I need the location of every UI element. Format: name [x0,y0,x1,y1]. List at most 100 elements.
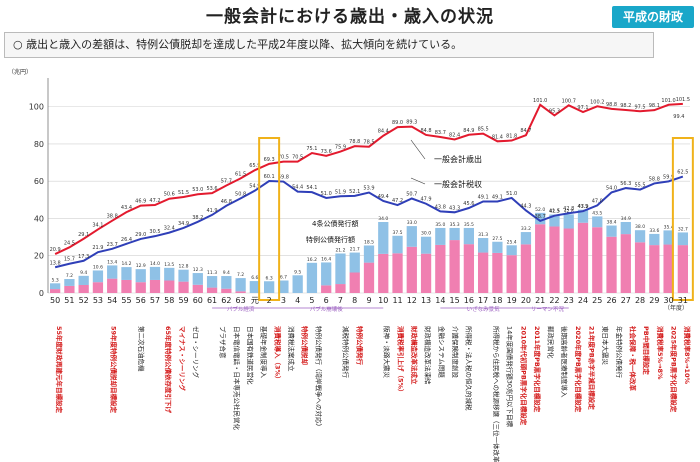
y-tick-label: 80 [34,140,44,149]
tax-line-value-label: 43.8 [435,204,446,210]
bar-total-label: 9.4 [80,270,87,276]
tax-line-value-label: 50.7 [406,192,417,198]
expenditure-line-value-label: 97.1 [577,105,588,111]
policy-annotation: 65年度特例公債依存度引下げ [164,326,173,414]
tokurei-bar [620,234,631,293]
bar-total-label: 37.5 [393,230,403,236]
tax-line-value-label: 46.8 [221,199,232,205]
x-axis-label: （年度） [664,304,688,312]
policy-annotation: 郵政民営化 [547,326,556,359]
policy-annotation: 減税特例公債発行 [342,326,351,379]
period-label: いざなみ景気 [467,305,501,313]
tax-series-label: 一般会計税収 [434,179,482,189]
policy-annotation: 14年度国債発行額30兆円以下目標 [506,326,515,428]
x-tick-label: 54 [107,296,117,305]
x-tick-label: 16 [464,296,474,305]
kensetsu-bar [192,273,203,285]
tax-line-value-label: 58.8 [649,176,660,182]
x-tick-label: 20 [521,296,531,305]
expenditure-line-value-label: 47.2 [149,198,160,204]
tax-line-value-label: 38.7 [535,214,546,220]
leader-line [410,139,426,160]
tokurei-bar [235,291,246,293]
x-tick-label: 5 [309,296,314,305]
policy-annotation: プラザ合意 [219,326,228,359]
tokurei-bar [677,245,689,293]
y-axis-label: （兆円） [8,68,32,76]
policy-annotation: 特例公債脱却 [301,326,310,366]
x-tick-label: 19 [507,296,517,305]
kensetsu-bar [649,233,660,246]
expenditure-line-value-label: 100.7 [562,98,576,104]
x-tick-label: 21 [535,296,545,305]
expenditure-line-value-label: 98.2 [620,103,631,109]
tax-line-value-label: 54.1 [306,185,317,191]
policy-annotation: 2011年度PB黒字化目標設定 [533,326,542,413]
tax-line-value-label: 55.5 [634,183,645,189]
kensetsu-bar [592,216,603,228]
tokurei-bar [92,282,104,293]
x-tick-label: 10 [378,296,388,305]
policy-annotation: 2010年代初頭PB黒字化目標設定 [519,326,528,426]
bar-total-label: 21.7 [350,247,360,253]
tax-line-value-label: 49.4 [378,194,389,200]
x-tick-label: 2 [267,296,272,305]
bar-total-label: 42.8 [564,208,574,214]
kensetsu-bar [292,275,303,293]
tokurei-bar [606,236,617,293]
x-tick-label: 25 [592,296,602,305]
tokurei-bar [406,246,417,293]
policy-annotation: 2020年度PB黒字化目標設定 [574,326,583,413]
tax-line-value-label: 29.0 [135,232,146,238]
kensetsu-bar [235,278,246,292]
bar-total-label: 33.0 [407,220,417,226]
tax-line-value-label: 34.9 [178,221,189,227]
tokurei-bar [506,255,517,293]
kensetsu-bar [78,275,89,285]
bar-total-label: 34.9 [621,216,631,222]
y-tick-label: 40 [34,214,44,223]
kensetsu-bar [178,269,189,282]
tokurei-bar [577,222,589,293]
x-tick-label: 60 [193,296,203,305]
tokurei-bar [520,244,532,293]
expenditure-line-value-label: 84.4 [378,129,389,135]
highlight-box [671,137,694,301]
x-tick-label: 24 [578,296,588,305]
bar-total-label: 6.3 [266,275,273,281]
x-tick-label: 15 [450,296,460,305]
kensetsu-bar [663,230,674,245]
bar-total-label: 35.5 [464,222,474,228]
tax-line-value-label: 59.8 [278,175,289,181]
x-tick-label: 61 [207,296,217,305]
policy-annotation: 所得税から住民税への税源移譲（三位一体改革） [492,326,501,462]
tokurei-bar [206,287,218,293]
x-tick-label: 18 [492,296,502,305]
bar-total-label: 14.2 [121,261,131,267]
expenditure-line-value-label: 81.8 [506,134,517,140]
x-tick-label: 4 [295,296,300,305]
tokurei-bar [378,253,389,293]
policy-annotation: 社会保障・税一体改革 [629,326,638,392]
kensetsu-bar [306,262,318,293]
y-tick-label: 60 [34,177,44,186]
bar-total-label: 35.4 [664,224,674,230]
policy-annotation: 2025年度PB黒字化目標設定 [670,326,679,413]
x-tick-label: 51 [64,296,74,305]
tax-line-value-label: 49.1 [478,194,489,200]
page-title: 一般会計における歳出・歳入の状況 [206,7,494,27]
y-tick-label: 100 [29,103,44,112]
tax-line-value-label: 38.2 [192,215,203,221]
tokurei-bar [221,288,232,293]
bar-total-label: 35.3 [450,222,460,228]
expenditure-line-value-label: 89.0 [392,120,403,126]
bar-total-label: 18.5 [364,239,374,245]
kensetsu-bar [121,267,132,280]
kensetsu-bar [620,221,631,235]
expenditure-line-value-label: 95.3 [549,108,560,114]
kensetsu-bar [606,225,617,237]
x-tick-label: 22 [549,296,559,305]
policy-annotation: PB中間目標設定 [642,326,651,375]
x-tick-label: 29 [649,296,659,305]
expenditure-line-value-label: 84.8 [420,128,431,134]
